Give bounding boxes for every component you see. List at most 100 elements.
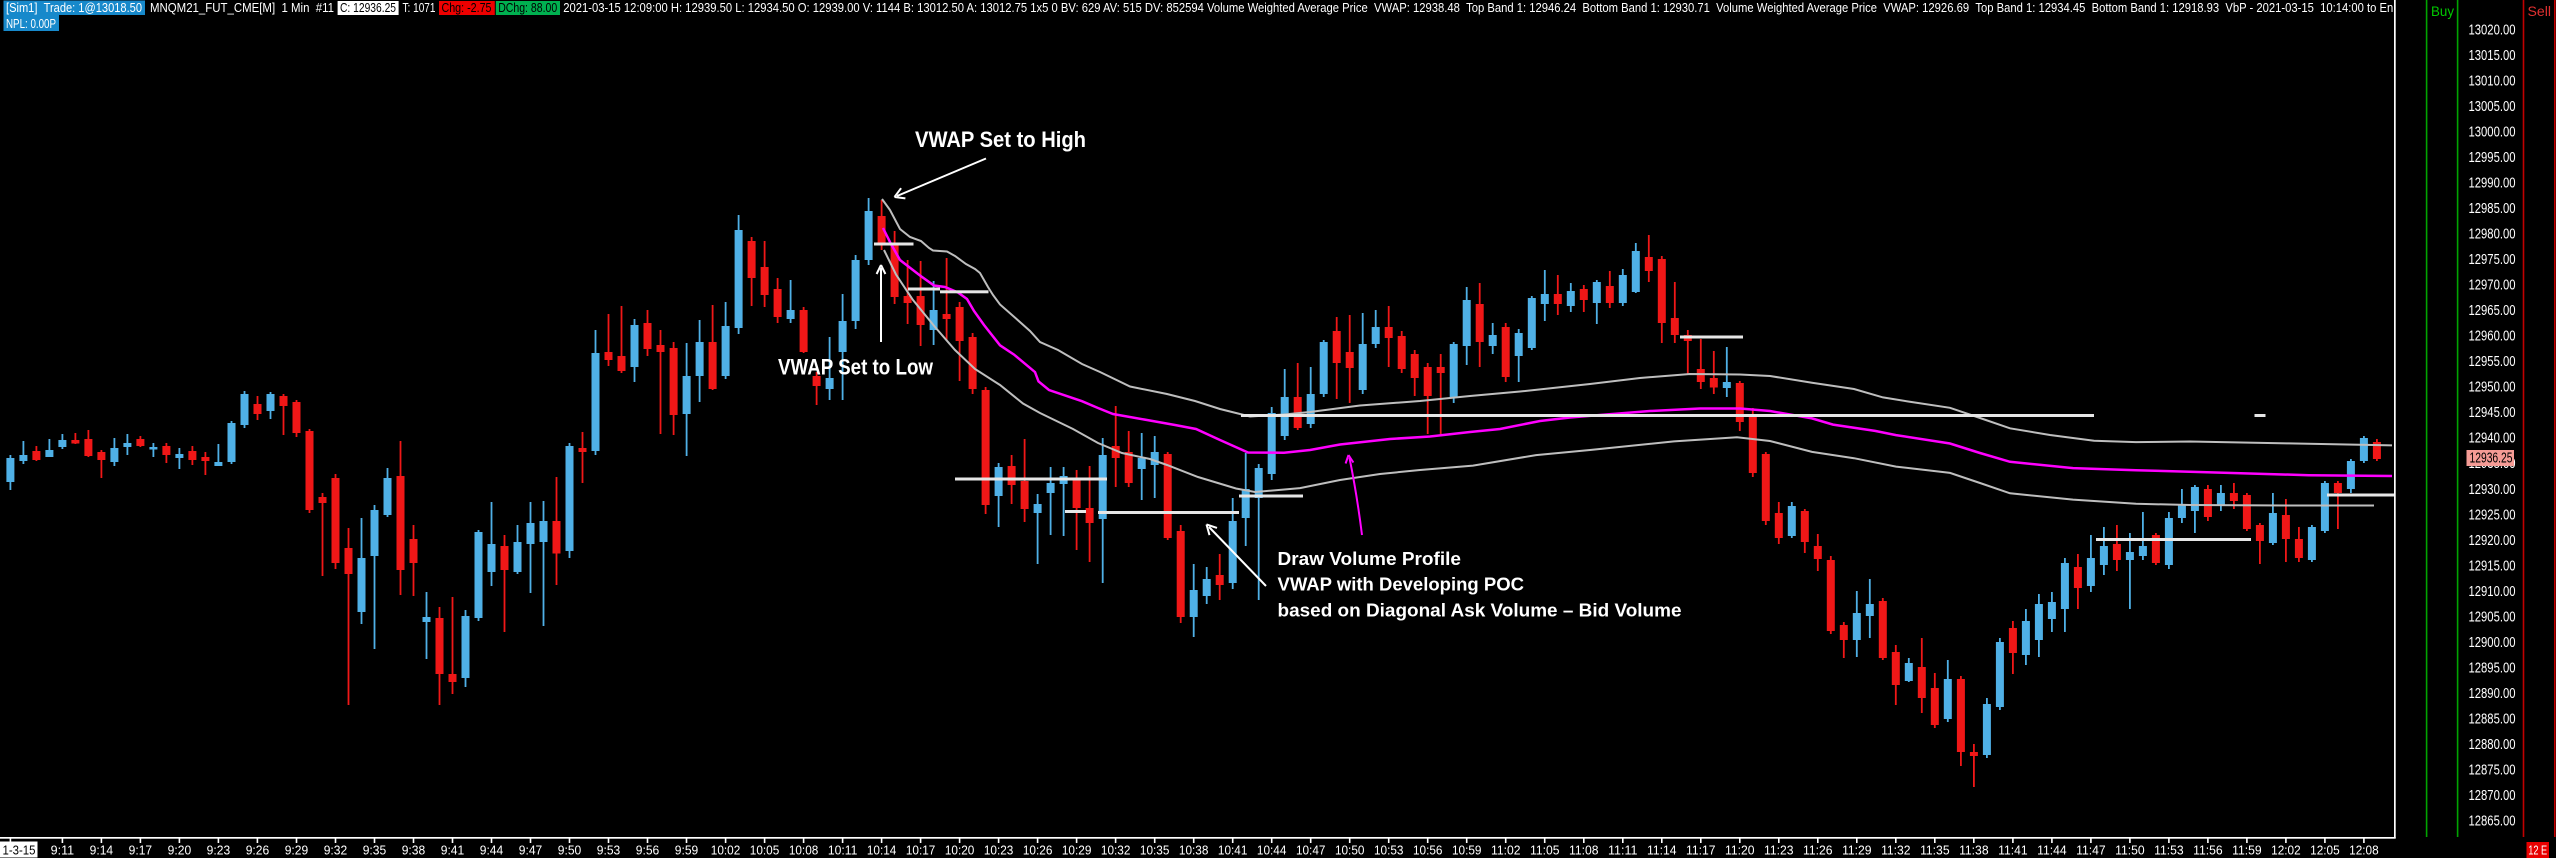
svg-text:2021-03-15 12:09:00 H: 12939.5: 2021-03-15 12:09:00 H: 12939.50 L: 12934… (563, 1, 2393, 15)
svg-text:12960.00: 12960.00 (2469, 329, 2516, 345)
svg-text:12865.00: 12865.00 (2469, 814, 2516, 830)
svg-text:Chg: -2.75: Chg: -2.75 (442, 1, 492, 15)
svg-text:10:41: 10:41 (1218, 844, 1248, 858)
svg-text:10:59: 10:59 (1452, 844, 1482, 858)
svg-text:Buy: Buy (2431, 3, 2454, 19)
svg-text:13020.00: 13020.00 (2469, 22, 2516, 38)
svg-text:9:44: 9:44 (480, 844, 504, 858)
svg-text:based on Diagonal Ask Volume –: based on Diagonal Ask Volume – Bid Volum… (1278, 599, 1682, 620)
svg-text:9:26: 9:26 (246, 844, 270, 858)
svg-text:12875.00: 12875.00 (2469, 763, 2516, 779)
svg-text:11:59: 11:59 (2232, 844, 2262, 858)
svg-text:12915.00: 12915.00 (2469, 558, 2516, 574)
svg-text:MNQM21_FUT_CME[M] 1 Min #11: MNQM21_FUT_CME[M] 1 Min #11 (150, 1, 334, 15)
svg-text:11:50: 11:50 (2115, 844, 2145, 858)
svg-text:10:20: 10:20 (945, 844, 975, 858)
svg-text:13000.00: 13000.00 (2469, 124, 2516, 140)
svg-text:11:53: 11:53 (2154, 844, 2184, 858)
svg-text:11:41: 11:41 (1998, 844, 2028, 858)
svg-text:1-3-15: 1-3-15 (3, 844, 36, 858)
svg-text:12930.00: 12930.00 (2469, 482, 2516, 498)
svg-text:NPL: 0.00P: NPL: 0.00P (6, 17, 56, 31)
svg-text:13005.00: 13005.00 (2469, 99, 2516, 115)
svg-text:C: 12936.25: C: 12936.25 (340, 1, 396, 15)
svg-text:9:47: 9:47 (519, 844, 543, 858)
svg-text:10:50: 10:50 (1335, 844, 1365, 858)
svg-text:9:41: 9:41 (441, 844, 465, 858)
svg-text:12:08: 12:08 (2349, 844, 2379, 858)
svg-text:11:02: 11:02 (1491, 844, 1521, 858)
svg-text:11:17: 11:17 (1686, 844, 1716, 858)
svg-text:12:05: 12:05 (2310, 844, 2340, 858)
svg-text:10:02: 10:02 (711, 844, 741, 858)
svg-text:11:11: 11:11 (1608, 844, 1638, 858)
svg-text:12945.00: 12945.00 (2469, 405, 2516, 421)
svg-text:12920.00: 12920.00 (2469, 533, 2516, 549)
svg-text:10:23: 10:23 (984, 844, 1014, 858)
svg-text:10:53: 10:53 (1374, 844, 1404, 858)
svg-text:12880.00: 12880.00 (2469, 737, 2516, 753)
svg-text:9:38: 9:38 (402, 844, 426, 858)
svg-text:9:50: 9:50 (558, 844, 582, 858)
svg-text:13010.00: 13010.00 (2469, 73, 2516, 89)
svg-text:12955.00: 12955.00 (2469, 354, 2516, 370)
svg-text:10:35: 10:35 (1140, 844, 1170, 858)
svg-text:11:08: 11:08 (1569, 844, 1599, 858)
svg-text:11:20: 11:20 (1725, 844, 1755, 858)
svg-text:10:14: 10:14 (867, 844, 897, 858)
svg-text:12905.00: 12905.00 (2469, 609, 2516, 625)
svg-text:12910.00: 12910.00 (2469, 584, 2516, 600)
svg-text:12980.00: 12980.00 (2469, 227, 2516, 243)
svg-text:12:02: 12:02 (2271, 844, 2301, 858)
svg-text:11:56: 11:56 (2193, 844, 2223, 858)
svg-text:11:29: 11:29 (1842, 844, 1872, 858)
svg-text:11:32: 11:32 (1881, 844, 1911, 858)
svg-text:10:44: 10:44 (1257, 844, 1287, 858)
svg-text:12900.00: 12900.00 (2469, 635, 2516, 651)
svg-text:9:29: 9:29 (285, 844, 309, 858)
svg-text:11:38: 11:38 (1959, 844, 1989, 858)
svg-text:9:20: 9:20 (168, 844, 192, 858)
svg-text:VWAP Set to High: VWAP Set to High (915, 127, 1086, 152)
svg-text:10:47: 10:47 (1296, 844, 1326, 858)
svg-text:11:23: 11:23 (1764, 844, 1794, 858)
svg-text:10:32: 10:32 (1101, 844, 1131, 858)
svg-text:9:53: 9:53 (597, 844, 621, 858)
svg-text:9:14: 9:14 (90, 844, 114, 858)
svg-text:13015.00: 13015.00 (2469, 48, 2516, 64)
svg-text:10:08: 10:08 (789, 844, 819, 858)
svg-text:11:47: 11:47 (2076, 844, 2106, 858)
svg-text:12970.00: 12970.00 (2469, 278, 2516, 294)
svg-text:9:59: 9:59 (675, 844, 699, 858)
svg-text:DChg: 88.00: DChg: 88.00 (498, 1, 557, 15)
svg-text:VWAP with Developing POC: VWAP with Developing POC (1278, 574, 1525, 595)
svg-text:T: 1071: T: 1071 (403, 1, 436, 15)
svg-text:VWAP Set to Low: VWAP Set to Low (778, 355, 934, 380)
svg-text:12925.00: 12925.00 (2469, 507, 2516, 523)
svg-text:11:14: 11:14 (1647, 844, 1677, 858)
svg-text:10:11: 10:11 (828, 844, 858, 858)
svg-text:12890.00: 12890.00 (2469, 686, 2516, 702)
svg-text:12950.00: 12950.00 (2469, 380, 2516, 396)
svg-text:11:26: 11:26 (1803, 844, 1833, 858)
svg-text:12990.00: 12990.00 (2469, 175, 2516, 191)
svg-text:11:35: 11:35 (1920, 844, 1950, 858)
svg-text:9:23: 9:23 (207, 844, 231, 858)
svg-text:12940.00: 12940.00 (2469, 431, 2516, 447)
svg-text:11:05: 11:05 (1530, 844, 1560, 858)
svg-text:10:29: 10:29 (1062, 844, 1092, 858)
svg-text:10:56: 10:56 (1413, 844, 1443, 858)
svg-text:12885.00: 12885.00 (2469, 711, 2516, 727)
svg-text:Sell: Sell (2528, 3, 2552, 19)
svg-text:9:56: 9:56 (636, 844, 660, 858)
svg-text:9:11: 9:11 (51, 844, 75, 858)
svg-text:12936.25: 12936.25 (2470, 451, 2513, 467)
svg-text:12895.00: 12895.00 (2469, 660, 2516, 676)
svg-text:9:17: 9:17 (129, 844, 153, 858)
svg-text:12995.00: 12995.00 (2469, 150, 2516, 166)
svg-text:[Sim1] Trade: 1@13018.50: [Sim1] Trade: 1@13018.50 (6, 1, 142, 15)
svg-text:10:26: 10:26 (1023, 844, 1053, 858)
svg-text:12965.00: 12965.00 (2469, 303, 2516, 319)
svg-text:11:44: 11:44 (2037, 844, 2067, 858)
svg-text:Draw Volume Profile: Draw Volume Profile (1278, 548, 1462, 569)
